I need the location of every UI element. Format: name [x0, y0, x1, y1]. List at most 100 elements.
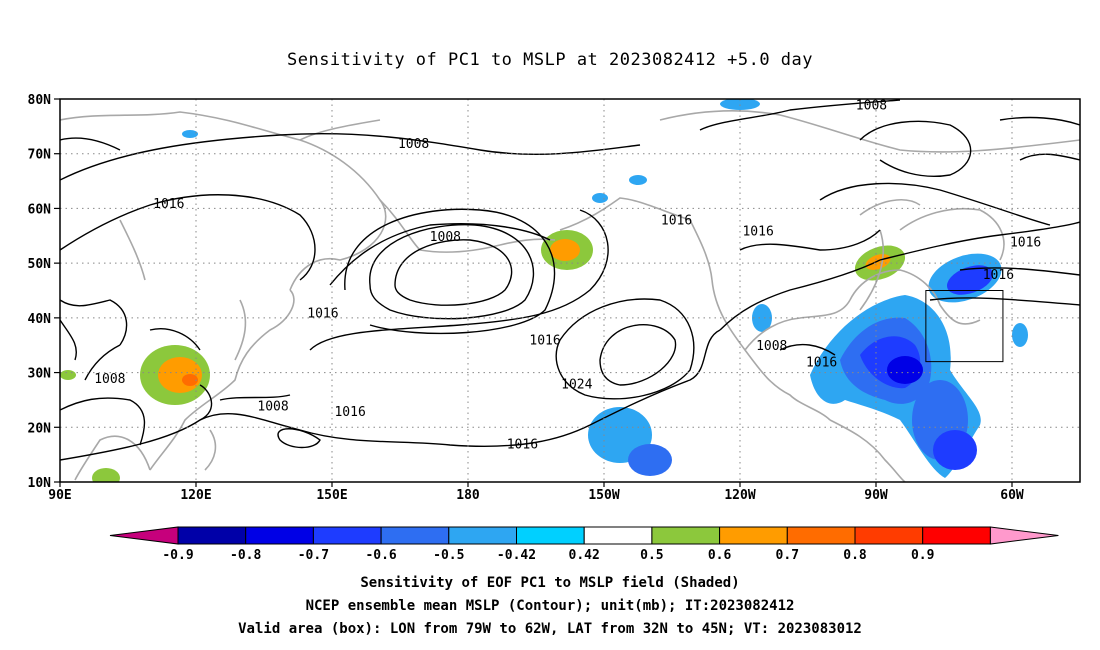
negative-region-caribbean-core	[933, 430, 977, 470]
contour-label: 1008	[430, 230, 461, 245]
contour-labels: 1008 1008 1016 1008 1016 1016 1016 1016 1016 1016…	[94, 98, 1041, 453]
valid-area-box	[925, 290, 1004, 363]
caption-shaded: Sensitivity of EOF PC1 to MSLP field (Sh…	[360, 575, 740, 591]
coastline-segment	[711, 279, 831, 421]
coastline-segment	[299, 119, 381, 141]
mslp-contour-line	[309, 209, 609, 351]
negative-region-east	[1012, 323, 1028, 347]
colorbar-label: -0.8	[230, 548, 261, 563]
colorbar-segment	[651, 526, 721, 545]
mslp-contour-line	[344, 208, 556, 335]
coastline-segment	[859, 229, 884, 311]
lon-tick-label: 150E	[316, 488, 347, 503]
map-layers: 1008 1008 1016 1008 1016 1016 1016 1016 1016 1016…	[60, 98, 1080, 482]
contour-label: 1016	[806, 356, 837, 371]
mslp-contour-line	[277, 428, 321, 449]
colorbar-segment	[786, 526, 856, 545]
mslp-contour-line	[959, 267, 1080, 276]
colorbar-segment	[448, 526, 517, 545]
colorbar-segment	[854, 526, 924, 545]
colorbar-label: 0.7	[776, 548, 799, 563]
positive-core-china	[158, 357, 202, 393]
mslp-contour-line	[149, 328, 201, 351]
colorbar-label: -0.42	[497, 548, 536, 563]
mslp-contour-line	[84, 344, 121, 381]
coastline-segment	[829, 419, 906, 482]
mslp-contour-line	[219, 394, 291, 401]
mslp-contour-line	[60, 137, 121, 151]
colorbar-label: 0.42	[569, 548, 600, 563]
mslp-contour-line	[879, 221, 1080, 261]
mslp-contour-line	[60, 319, 77, 361]
positive-peak-china	[182, 374, 198, 386]
mslp-contour-line	[859, 120, 972, 177]
contour-label: 1008	[856, 98, 887, 113]
coastline-segment	[119, 219, 146, 281]
mslp-contour-line	[60, 194, 316, 281]
contour-label: 1008	[94, 372, 125, 387]
contour-label: 1016	[661, 213, 692, 228]
coastline-segment	[849, 269, 981, 325]
negative-peak-atlantic	[887, 356, 923, 384]
map-title: Sensitivity of PC1 to MSLP at 2023082412…	[286, 50, 813, 70]
caption-contour: NCEP ensemble mean MSLP (Contour); unit(…	[305, 598, 795, 614]
colorbar-label: -0.9	[162, 548, 193, 563]
contour-label: 1016	[1010, 235, 1041, 250]
mslp-contour-line	[929, 297, 1080, 306]
coastline-segment	[204, 429, 217, 471]
coastline-segment	[60, 111, 387, 291]
colorbar-segment	[922, 526, 991, 545]
mslp-contour-line	[999, 116, 1080, 126]
colorbar-label: -0.5	[433, 548, 464, 563]
coastline-segment	[379, 199, 421, 251]
mslp-contour-line	[599, 324, 677, 386]
colorbar-arrow-low	[109, 526, 179, 545]
negative-core-pacific	[628, 444, 672, 476]
lat-tick-label: 60N	[28, 202, 52, 217]
contour-label: 1008	[398, 137, 429, 152]
lat-tick-label: 20N	[28, 421, 52, 436]
colorbar-label: -0.6	[365, 548, 396, 563]
coastline-segment	[499, 238, 556, 246]
lat-tick-label: 80N	[28, 93, 52, 108]
sensitivity-shading	[60, 99, 1028, 482]
plot-area: 1008 1008 1016 1008 1016 1016 1016 1016 1016 1016…	[60, 98, 1080, 482]
mslp-contour-line	[739, 229, 881, 251]
colorbar-segment	[516, 526, 585, 545]
coastline-segment	[744, 299, 851, 351]
lat-tick-label: 10N	[28, 476, 52, 491]
lon-tick-label: 120W	[724, 488, 755, 503]
lat-tick-label: 40N	[28, 312, 52, 327]
lon-tick-label: 120E	[180, 488, 211, 503]
coastline-segment	[659, 110, 1080, 153]
mslp-contours	[60, 99, 1080, 461]
colorbar-segment	[177, 526, 247, 545]
mslp-contour-line	[60, 413, 591, 461]
mslp-contour-line	[394, 239, 513, 306]
mslp-contour-line	[1019, 153, 1080, 161]
colorbar-segment	[380, 526, 450, 545]
contour-label: 1016	[153, 197, 184, 212]
lon-tick-label: 180	[456, 488, 480, 503]
coastline-segment	[419, 244, 501, 253]
negative-core-newfoundland	[947, 265, 993, 295]
lon-tick-label: 150W	[588, 488, 619, 503]
mslp-contour-line	[60, 397, 146, 446]
mslp-contour-line	[60, 132, 641, 181]
contour-label: 1016	[307, 306, 338, 321]
positive-spot-west	[60, 370, 76, 380]
coastline-segment	[234, 299, 247, 361]
positive-core-gulf-alaska	[550, 239, 580, 261]
colorbar-label: 0.6	[708, 548, 732, 563]
colorbar: -0.9 -0.8 -0.7 -0.6 -0.5 -0.42 0.42 0.5 0.6 0.7 0.…	[109, 526, 1059, 563]
negative-spot-north	[720, 99, 760, 110]
mslp-contour-line	[589, 329, 721, 426]
mslp-contour-line	[699, 99, 901, 131]
contour-label: 1008	[257, 399, 288, 414]
colorbar-arrow-high	[989, 526, 1059, 545]
mslp-contour-line	[719, 259, 881, 331]
contour-label: 1016	[742, 224, 773, 239]
colorbar-segment	[583, 526, 653, 545]
coastline-segment	[74, 435, 151, 481]
